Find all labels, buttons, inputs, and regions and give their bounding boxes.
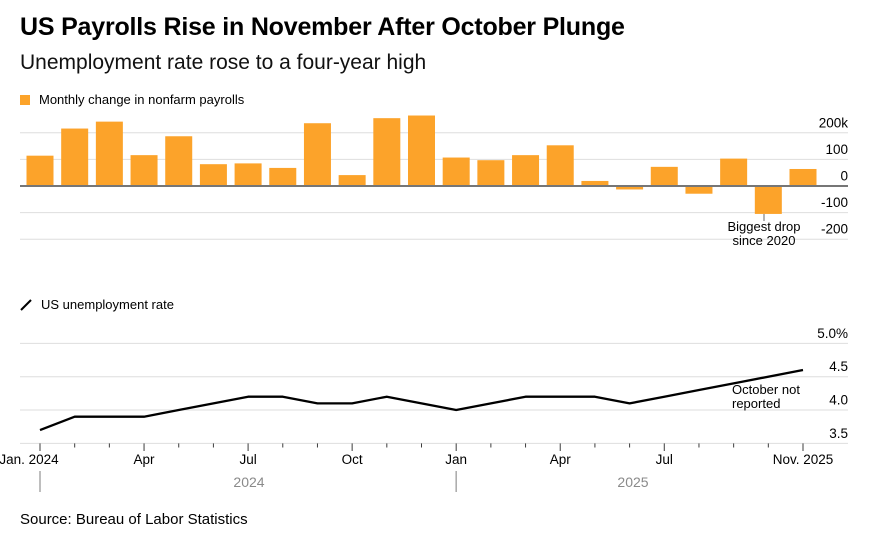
payrolls-bar (477, 160, 505, 186)
payrolls-bar (61, 128, 89, 186)
payrolls-bar (512, 155, 540, 186)
unemployment-annotation-line2: reported (732, 396, 780, 411)
payrolls-bar (408, 115, 436, 186)
payrolls-ytick-label: 200k (819, 115, 849, 130)
payrolls-bar (546, 145, 574, 186)
payrolls-bar (685, 186, 713, 194)
unemployment-ytick-label: 3.5 (829, 426, 848, 441)
payrolls-annotation-line1: Biggest drop (728, 219, 801, 234)
payrolls-bar (95, 121, 123, 186)
x-axis-tick-label: Jul (656, 452, 673, 467)
payrolls-bar (338, 175, 366, 186)
payrolls-bar (754, 186, 782, 214)
payrolls-bar (234, 163, 262, 186)
x-axis-tick-label: Apr (134, 452, 156, 467)
unemployment-line (39, 368, 804, 432)
line-series-swatch-icon (20, 298, 32, 311)
unemployment-legend: US unemployment rate (20, 297, 174, 312)
payrolls-legend: Monthly change in nonfarm payrolls (20, 92, 244, 107)
payrolls-bar (650, 166, 678, 186)
payrolls-bar (199, 164, 227, 186)
unemployment-ytick-label: 4.5 (829, 359, 848, 374)
payrolls-bar (373, 118, 401, 186)
unemployment-ytick-label: 5.0% (817, 326, 848, 341)
payrolls-bar (581, 180, 609, 186)
unemployment-ytick-label: 4.0 (829, 393, 848, 408)
payrolls-bar (789, 168, 817, 186)
x-axis-tick-label: Jan. 2024 (0, 452, 59, 467)
source-note: Source: Bureau of Labor Statistics (20, 511, 248, 528)
unemployment-legend-label: US unemployment rate (41, 297, 174, 312)
x-axis-tick-label: Oct (342, 452, 363, 467)
payrolls-ytick-label: -100 (821, 195, 848, 210)
x-axis-tick-label: Jan (445, 452, 467, 467)
payrolls-ytick-label: -200 (821, 222, 848, 237)
payrolls-bar (269, 167, 297, 186)
year-label: 2024 (233, 474, 264, 490)
payrolls-bar (130, 155, 158, 186)
page-subtitle: Unemployment rate rose to a four-year hi… (20, 51, 427, 74)
payrolls-bar (442, 157, 470, 186)
payrolls-ytick-label: 0 (840, 169, 848, 184)
payrolls-bar (165, 136, 193, 186)
x-axis-tick-label: Apr (550, 452, 572, 467)
x-axis-tick-label: Nov. 2025 (773, 452, 834, 467)
x-axis-tick-label: Jul (239, 452, 256, 467)
year-label: 2025 (617, 474, 648, 490)
payrolls-bar (26, 155, 54, 186)
bar-series-swatch-icon (20, 94, 30, 105)
payrolls-bar (616, 186, 644, 190)
page-title: US Payrolls Rise in November After Octob… (20, 13, 625, 41)
payrolls-legend-label: Monthly change in nonfarm payrolls (39, 92, 245, 107)
payrolls-bar (303, 123, 331, 186)
payrolls-bar (720, 158, 748, 186)
payrolls-ytick-label: 100 (825, 142, 848, 157)
unemployment-annotation-line1: October not (732, 382, 800, 397)
payrolls-annotation-line2: since 2020 (733, 233, 796, 248)
